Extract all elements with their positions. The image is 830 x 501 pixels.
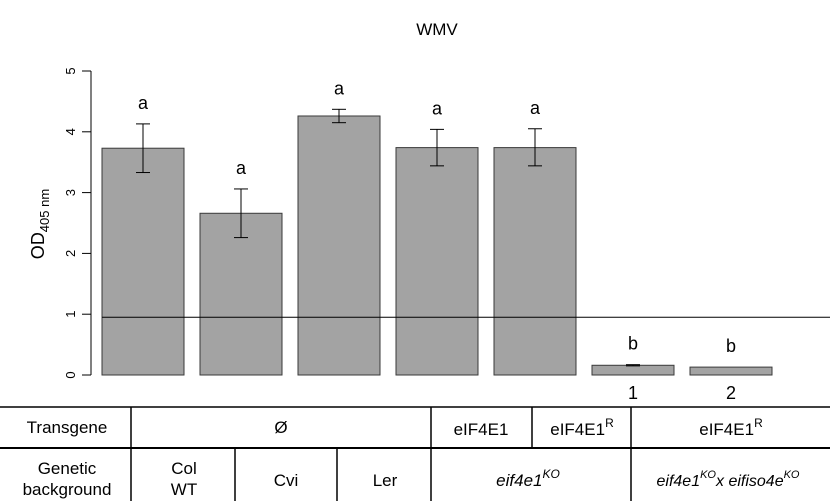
- y-axis-label-main: OD: [28, 232, 48, 259]
- bar-number-label: 2: [726, 383, 736, 403]
- row-label-background-2: background: [23, 480, 112, 499]
- transgene-eif4e1: eIF4E1: [454, 420, 509, 439]
- y-tick-label: 2: [63, 250, 78, 257]
- significance-letter: a: [530, 98, 541, 118]
- row-label-background-1: Genetic: [38, 459, 97, 478]
- bg-eif4e1-ko: eif4e1KO: [496, 467, 560, 490]
- bg-cvi: Cvi: [274, 471, 299, 490]
- annotation-table: Transgene Ø eIF4E1 eIF4E1R eIF4E1R Genet…: [0, 406, 830, 501]
- transgene-null: Ø: [274, 418, 287, 437]
- significance-letter: a: [236, 158, 247, 178]
- significance-letter: a: [334, 78, 345, 98]
- bar: [689, 366, 773, 376]
- bar: [591, 364, 675, 376]
- significance-letter: a: [432, 98, 443, 118]
- bar: [101, 147, 185, 376]
- bar: [493, 147, 577, 376]
- bg-ler: Ler: [373, 471, 398, 490]
- y-tick-label: 4: [63, 128, 78, 135]
- transgene-eif4e1r: eIF4E1R: [550, 416, 614, 439]
- transgene-eif4e1r-cross: eIF4E1R: [699, 416, 763, 439]
- bar-number-label: 1: [628, 383, 638, 403]
- y-axis-ticks: 0 1 2 3 4 5: [63, 67, 91, 379]
- y-tick-label: 1: [63, 311, 78, 318]
- y-axis-label: OD405 nm: [28, 189, 52, 259]
- bg-cross: eif4e1KOx eifiso4eKO: [657, 469, 800, 490]
- bg-col-1: Col: [171, 459, 197, 478]
- significance-letter: b: [726, 336, 736, 356]
- bar: [395, 147, 479, 376]
- bars-group: a a a a a b 1 b 2: [101, 78, 773, 403]
- y-tick-label: 3: [63, 189, 78, 196]
- chart-title: WMV: [416, 20, 458, 39]
- significance-letter: a: [138, 93, 149, 113]
- bg-col-2: WT: [171, 480, 197, 499]
- y-tick-label: 5: [63, 67, 78, 74]
- bar: [297, 115, 381, 376]
- significance-letter: b: [628, 334, 638, 354]
- y-axis-label-sub: 405 nm: [37, 189, 52, 232]
- row-label-transgene: Transgene: [27, 418, 108, 437]
- y-tick-label: 0: [63, 371, 78, 378]
